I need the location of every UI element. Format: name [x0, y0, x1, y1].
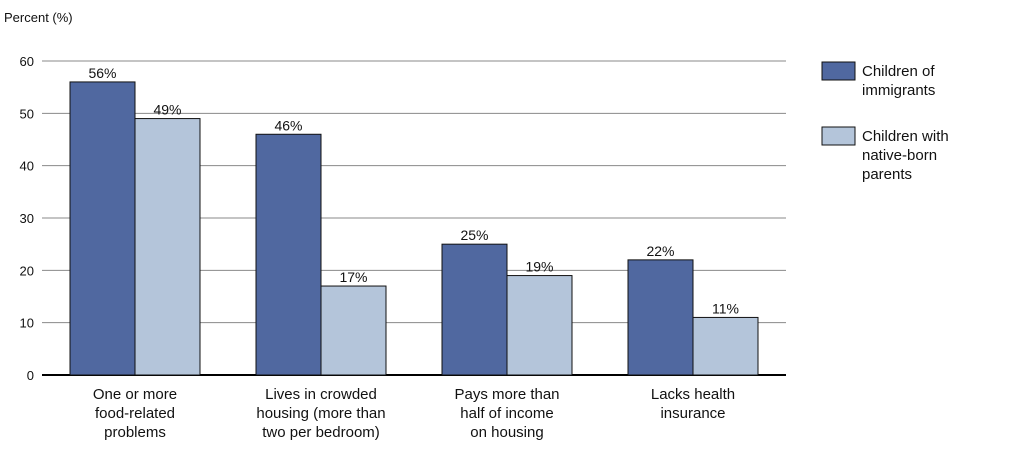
- data-label: 11%: [712, 300, 739, 316]
- bars: [69, 81, 759, 376]
- y-tick-label: 40: [20, 159, 34, 174]
- data-label: 56%: [88, 65, 116, 81]
- bar: [320, 285, 387, 376]
- category-label-line: food-related: [95, 405, 175, 422]
- category-label-line: insurance: [660, 405, 725, 422]
- category-labels: One or more food-related problems Lives in …: [93, 386, 735, 441]
- legend-swatch: [821, 61, 856, 81]
- legend-label-line: native-born: [862, 147, 937, 164]
- bar: [441, 243, 508, 376]
- y-tick-labels: 0 10 20 30 40 50 60: [20, 54, 34, 383]
- category-label: Lives in crowded housing (more than two pe…: [256, 386, 385, 441]
- category-label-line: Lives in crowded: [265, 386, 377, 403]
- data-label: 46%: [274, 117, 302, 133]
- y-axis-title: Percent (%): [4, 10, 73, 25]
- data-label: 17%: [339, 269, 367, 285]
- legend-label: Children of immigrants: [862, 63, 935, 99]
- bar: [255, 133, 322, 376]
- category-label-line: on housing: [470, 424, 543, 441]
- category-label: One or more food-related problems: [93, 386, 177, 441]
- bar: [69, 81, 136, 376]
- category-label: Pays more than half of income on housing: [454, 386, 559, 441]
- bar: [627, 259, 694, 376]
- legend-label-line: Children of: [862, 63, 935, 80]
- y-tick-label: 20: [20, 263, 34, 278]
- data-label: 19%: [525, 259, 553, 275]
- y-tick-label: 60: [20, 54, 34, 69]
- category-label-line: housing (more than: [256, 405, 385, 422]
- data-label: 22%: [646, 243, 674, 259]
- y-tick-label: 0: [27, 368, 34, 383]
- category-label-line: Lacks health: [651, 386, 735, 403]
- legend-label: Children with native-born parents: [862, 128, 949, 183]
- bar: [506, 275, 573, 376]
- bar: [134, 118, 201, 376]
- category-label-line: Pays more than: [454, 386, 559, 403]
- category-label-line: two per bedroom): [262, 424, 380, 441]
- legend: Children of immigrants Children with native…: [821, 61, 949, 183]
- legend-swatch: [821, 126, 856, 146]
- category-label-line: problems: [104, 424, 166, 441]
- data-labels: 56% 46% 25% 22% 49% 17% 19% 11%: [88, 65, 739, 316]
- bar: [692, 316, 759, 376]
- legend-label-line: immigrants: [862, 82, 935, 99]
- legend-label-line: Children with: [862, 128, 949, 145]
- category-label-line: One or more: [93, 386, 177, 403]
- y-tick-label: 30: [20, 211, 34, 226]
- category-label-line: half of income: [460, 405, 553, 422]
- data-label: 25%: [460, 227, 488, 243]
- category-label: Lacks health insurance: [651, 386, 735, 422]
- y-tick-label: 50: [20, 106, 34, 121]
- data-label: 49%: [153, 102, 181, 118]
- y-tick-label: 10: [20, 316, 34, 331]
- legend-label-line: parents: [862, 166, 912, 183]
